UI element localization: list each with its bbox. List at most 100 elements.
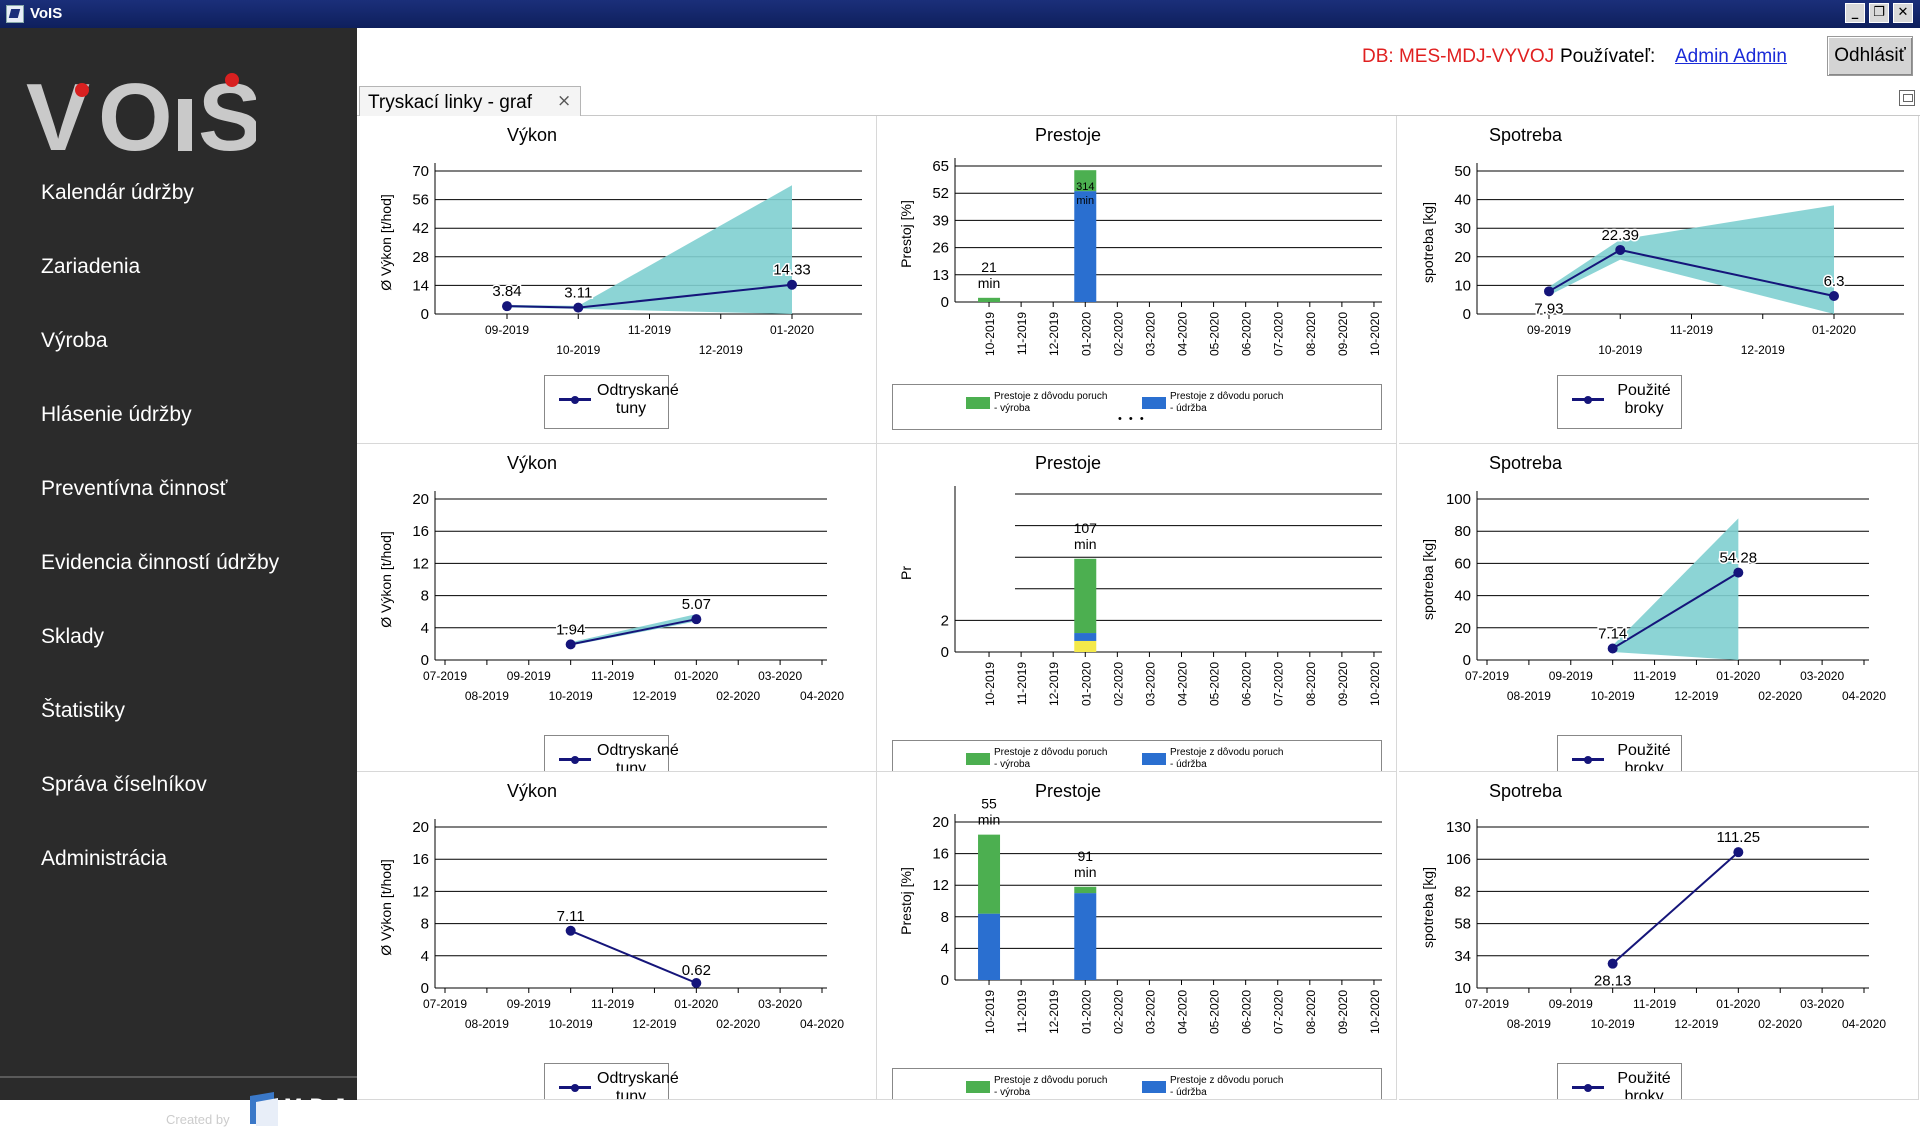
menu-item-statistiky[interactable]: Štatistiky <box>41 699 126 722</box>
x-tick-label: 08-2019 <box>1507 689 1551 703</box>
x-tick-label: 10-2019 <box>549 1017 593 1031</box>
legend-swatch-vyroba <box>966 753 990 765</box>
data-point[interactable] <box>691 978 702 989</box>
data-point[interactable] <box>565 925 576 936</box>
x-tick-label: 03-2020 <box>758 669 802 683</box>
data-point[interactable] <box>1733 847 1744 858</box>
chart-panel-spotreba-3: Spotreba 10 34 58 82 106 130 07-2019 08-2019 09-2… <box>1399 772 1919 1100</box>
data-label: 3.11 <box>564 285 592 302</box>
x-tick-label: 07-2020 <box>1272 312 1286 356</box>
legend-label-line: Použité <box>1617 382 1671 399</box>
legend-label-line: - údržba <box>1170 759 1207 770</box>
data-point[interactable] <box>573 302 584 313</box>
user-name-link[interactable]: Admin Admin <box>1675 46 1787 67</box>
x-tick-label: 10-2019 <box>1591 689 1635 703</box>
y-tick-label: 10 <box>1454 980 1471 997</box>
data-point[interactable] <box>1733 567 1744 578</box>
legend-label-line: Prestoje z dôvodu poruch <box>1170 747 1284 758</box>
legend-swatch-vyroba <box>966 1081 990 1093</box>
x-tick-label: 10-2019 <box>549 689 593 703</box>
x-tick-label: 09-2019 <box>1549 669 1593 683</box>
logout-button[interactable]: Odhlásiť <box>1827 36 1913 76</box>
legend-more-icon[interactable]: • • • <box>1118 413 1146 425</box>
restore-icon[interactable]: ❐ <box>1869 3 1889 23</box>
data-point[interactable] <box>1829 290 1839 301</box>
legend-label-line: Odtryskané <box>597 1070 679 1087</box>
legend-label-line: Prestoje z dôvodu poruch <box>994 391 1108 402</box>
bar-segment[interactable] <box>978 297 1001 302</box>
x-tick-label: 01-2020 <box>1079 990 1093 1034</box>
bar-segment[interactable] <box>978 834 1001 914</box>
legend-label-line: tuny <box>615 1088 647 1100</box>
menu-item-preventivna[interactable]: Preventívna činnosť <box>41 477 228 500</box>
x-tick-label: 06-2020 <box>1240 312 1254 356</box>
bar-segment[interactable] <box>1074 191 1097 302</box>
x-tick-label: 04-2020 <box>1176 312 1190 356</box>
data-label: 0.62 <box>682 962 711 979</box>
data-label: 1.94 <box>556 621 585 638</box>
bar-segment[interactable] <box>1074 170 1097 192</box>
minimize-icon[interactable]: _ <box>1845 3 1865 23</box>
y-tick-label: 34 <box>1454 948 1471 965</box>
header: DB: MES-MDJ-VYVOJ Používateľ: Admin Admi… <box>357 28 1920 88</box>
data-label: 3.84 <box>492 283 521 300</box>
data-label: 111.25 <box>1717 829 1761 846</box>
menu-item-ciselniky[interactable]: Správa číselníkov <box>41 773 207 796</box>
legend-line-icon <box>1572 1083 1604 1092</box>
data-point[interactable] <box>502 301 512 312</box>
bar-segment[interactable] <box>1074 633 1097 641</box>
legend-label: Prestoje z dôvodu poruch - údržba <box>1170 747 1300 771</box>
menu-item-kalendar[interactable]: Kalendár údržby <box>41 181 194 204</box>
x-tick-label: 07-2020 <box>1272 662 1286 706</box>
series-line <box>570 618 697 646</box>
data-point[interactable] <box>1607 643 1618 654</box>
data-point[interactable] <box>565 639 576 650</box>
data-point[interactable] <box>1544 286 1554 297</box>
data-point[interactable] <box>691 614 702 625</box>
x-tick-label: 07-2019 <box>1465 997 1509 1011</box>
legend-label-line: Použité <box>1617 1070 1671 1087</box>
x-tick-label: 10-2019 <box>1598 343 1642 357</box>
chart-legend: Odtryskané tuny <box>544 735 679 771</box>
y-tick-label: 58 <box>1454 916 1471 933</box>
db-label: DB: MES-MDJ-VYVOJ <box>1362 46 1555 67</box>
close-icon[interactable]: ✕ <box>1893 3 1913 23</box>
panel-restore-icon[interactable] <box>1899 90 1915 106</box>
legend-label: Prestoje z dôvodu poruch - výroba <box>994 391 1124 415</box>
y-axis-label: Ø Výkon [t/hod] <box>378 194 394 291</box>
bar-segment[interactable] <box>978 913 1001 980</box>
legend-label-line: - výroba <box>994 403 1031 414</box>
x-tick-label: 04-2020 <box>800 1017 844 1031</box>
window-titlebar: VoIS _ ❐ ✕ <box>0 0 1920 28</box>
data-point[interactable] <box>787 279 797 290</box>
tab-close-icon[interactable]: × <box>557 91 572 111</box>
menu-item-vyroba[interactable]: Výroba <box>41 329 108 352</box>
bar-label: 314 <box>1076 181 1094 193</box>
data-label: 7.93 <box>1534 300 1563 317</box>
menu-item-zariadenia[interactable]: Zariadenia <box>41 255 141 278</box>
menu-item-sklady[interactable]: Sklady <box>41 625 105 648</box>
chart-panel-vykon-2: Výkon 0 4 8 12 16 20 07-2019 08-2019 09-2019 10-20… <box>357 444 877 772</box>
bar-segment[interactable] <box>1074 886 1097 894</box>
y-tick-label: 82 <box>1454 883 1471 900</box>
x-tick-label: 10-2019 <box>983 662 997 706</box>
data-point[interactable] <box>1615 244 1626 255</box>
tab-tryskacie-linky-graf[interactable]: Tryskací linky - graf × <box>359 86 581 116</box>
chart-svg: 0 14 28 42 56 70 09-2019 10-2019 11-2019 12-2019 0… <box>378 163 862 357</box>
bar-segment[interactable] <box>1074 558 1097 634</box>
legend-label-line: Prestoje z dôvodu poruch <box>994 747 1108 758</box>
menu-item-evidencia[interactable]: Evidencia činností údržby <box>41 551 280 574</box>
y-tick-label: 70 <box>412 163 429 180</box>
data-point[interactable] <box>1607 958 1618 969</box>
bar-segment[interactable] <box>1074 893 1097 980</box>
x-tick-label: 08-2019 <box>465 689 509 703</box>
menu-item-hlasenie[interactable]: Hlásenie údržby <box>41 403 192 426</box>
bar-segment[interactable] <box>1074 640 1097 652</box>
x-tick-label: 02-2020 <box>716 689 760 703</box>
menu-item-administracia[interactable]: Administrácia <box>41 847 168 870</box>
legend-label: Prestoje z dôvodu poruch - výroba <box>994 1075 1124 1099</box>
y-tick-label: 4 <box>421 620 429 637</box>
x-tick-label: 09-2019 <box>507 997 551 1011</box>
y-tick-label: 56 <box>412 192 429 209</box>
x-tick-label: 08-2019 <box>1507 1017 1551 1031</box>
